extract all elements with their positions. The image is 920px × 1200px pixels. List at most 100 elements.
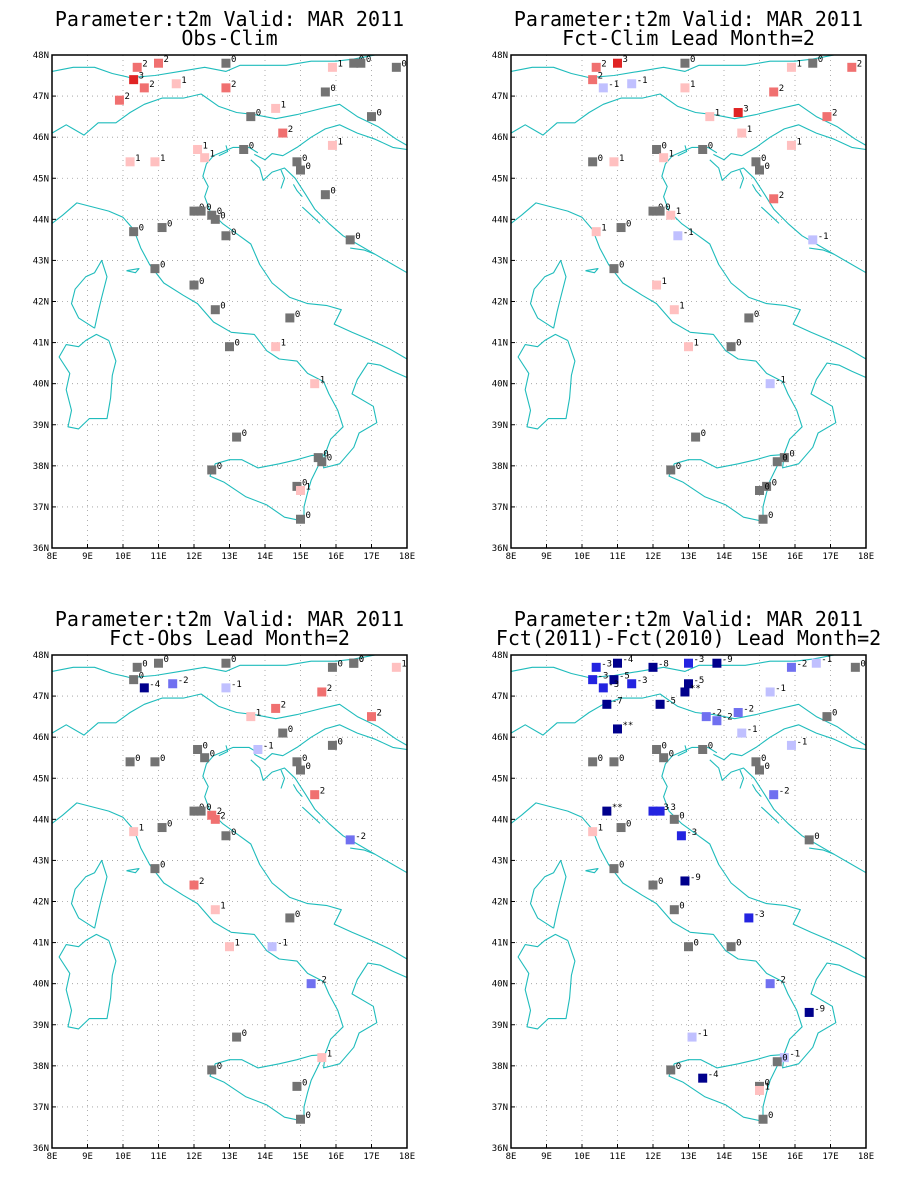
station-value: -1 — [637, 76, 648, 86]
station-value: 0 — [401, 59, 406, 69]
station-value: 1 — [662, 277, 667, 287]
lat-tick-label: 39N — [492, 421, 508, 431]
station-value: 2 — [142, 59, 147, 69]
station-value: -5 — [694, 676, 705, 686]
station-marker — [356, 58, 366, 68]
lat-tick-label: 41N — [33, 339, 49, 349]
station-marker — [627, 79, 637, 89]
lon-tick-label: 15E — [751, 552, 767, 562]
coast-line — [529, 859, 567, 929]
station-marker — [239, 144, 249, 154]
station-marker — [698, 744, 708, 754]
coast-line — [751, 184, 762, 198]
coast-line — [51, 693, 408, 746]
lat-tick-label: 43N — [492, 856, 508, 866]
station-marker — [246, 712, 256, 722]
station-marker — [701, 712, 711, 722]
coast-line — [58, 333, 117, 430]
map-frame — [510, 54, 867, 549]
station-marker — [154, 658, 163, 668]
station-value: -1 — [231, 680, 242, 690]
station-marker — [655, 806, 665, 816]
station-marker — [598, 683, 608, 693]
lon-tick-label: 18E — [858, 1152, 874, 1162]
station-value: -3 — [694, 655, 705, 665]
lat-tick-label: 44N — [33, 215, 49, 225]
station-marker — [786, 740, 796, 750]
station-marker — [822, 712, 832, 722]
station-value: -9 — [690, 873, 701, 883]
station-marker — [129, 227, 139, 237]
coast-line — [209, 454, 325, 522]
station-marker — [648, 880, 658, 890]
station-marker — [391, 662, 401, 672]
station-value: 0 — [765, 482, 770, 492]
station-marker — [278, 728, 288, 738]
lon-tick-label: 15E — [751, 1152, 767, 1162]
station-marker — [602, 806, 612, 816]
station-marker — [189, 206, 199, 216]
station-value: 0 — [789, 450, 794, 460]
station-value: -2 — [743, 705, 754, 715]
lat-tick-label: 41N — [492, 939, 508, 949]
lon-tick-label: 17E — [822, 552, 838, 562]
lat-tick-label: 47N — [33, 692, 49, 702]
station-value: 0 — [160, 754, 165, 764]
coast-line — [70, 859, 108, 929]
lat-tick-label: 39N — [33, 421, 49, 431]
station-value: 0 — [302, 478, 307, 488]
station-value: 0 — [167, 820, 172, 830]
station-value: -3 — [608, 680, 619, 690]
station-marker — [676, 831, 686, 841]
station-value: 2 — [832, 109, 837, 119]
station-value: -1 — [747, 725, 758, 735]
lat-tick-label: 41N — [33, 939, 49, 949]
station-value: 1 — [401, 659, 406, 669]
station-marker — [659, 753, 669, 763]
station-value: 0 — [210, 750, 215, 760]
coast-line — [517, 933, 576, 1030]
station-value: 0 — [598, 754, 603, 764]
station-marker — [367, 712, 376, 722]
lon-tick-label: 18E — [399, 552, 415, 562]
lon-tick-label: 13E — [680, 552, 696, 562]
station-marker — [680, 687, 690, 697]
station-marker — [652, 144, 662, 154]
lat-tick-label: 37N — [492, 1103, 508, 1113]
lon-tick-label: 12E — [645, 552, 661, 562]
lon-tick-label: 11E — [150, 1152, 166, 1162]
coastline — [51, 654, 408, 1122]
station-value: -1 — [608, 80, 619, 90]
map-frame — [51, 654, 408, 1149]
coast-line — [51, 654, 376, 679]
station-value: 0 — [256, 109, 261, 119]
station-marker — [193, 144, 203, 154]
station-value: -2 — [722, 713, 733, 723]
station-marker — [292, 757, 302, 767]
station-marker — [669, 814, 679, 824]
station-layer: 232-1-1013111022210101000200110-1-101101… — [588, 55, 862, 524]
lon-tick-label: 8E — [47, 1152, 58, 1162]
station-marker — [253, 744, 263, 754]
station-value: 2 — [124, 92, 129, 102]
station-value: 2 — [320, 787, 325, 797]
station-value: 0 — [164, 655, 169, 665]
station-value: 0 — [754, 310, 759, 320]
station-marker — [609, 757, 619, 767]
coast-line — [661, 146, 867, 360]
station-marker — [684, 679, 693, 689]
station-value: -5 — [619, 672, 630, 682]
station-value: 1 — [256, 709, 261, 719]
station-value: -8 — [658, 659, 669, 669]
station-marker — [296, 1114, 305, 1124]
station-marker — [762, 481, 772, 491]
station-value: -4 — [623, 655, 634, 665]
station-marker — [171, 79, 181, 89]
station-marker — [154, 58, 163, 68]
station-value: -2 — [178, 676, 189, 686]
lat-tick-label: 40N — [492, 980, 508, 990]
panel-title: Parameter:t2m Valid: MAR 2011 — [55, 7, 404, 31]
station-value: -2 — [711, 709, 722, 719]
station-value: 0 — [206, 203, 211, 213]
